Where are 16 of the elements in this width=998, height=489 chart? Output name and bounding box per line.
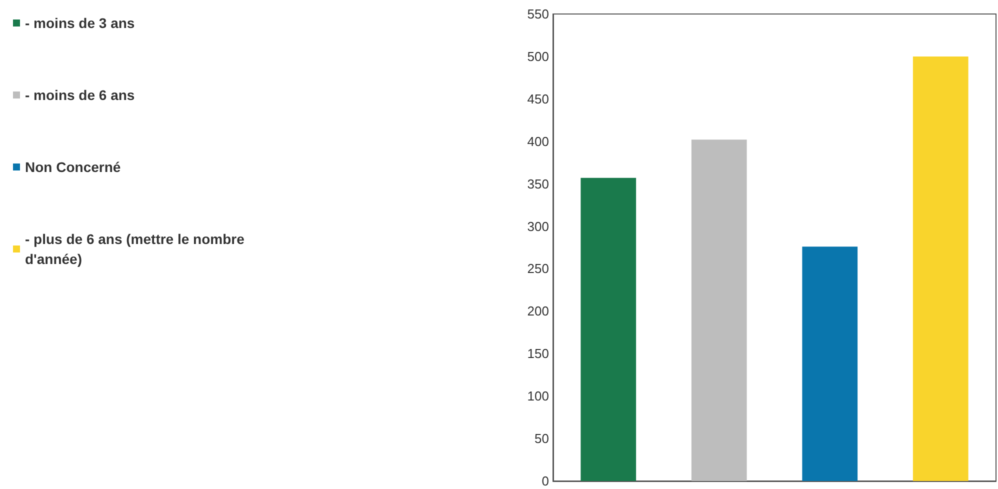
y-tick-label: 50 [534,431,549,446]
legend-label: - moins de 6 ans [25,87,135,103]
y-tick-label: 0 [542,474,549,488]
y-tick-label: 100 [527,388,549,404]
y-tick-label: 250 [527,261,549,276]
y-tick-label: 450 [527,91,549,106]
legend-label: - plus de 6 ans (mettre le nombre d'année) [25,231,248,267]
y-tick-label: 200 [527,304,549,319]
y-tick-label: 400 [527,134,549,149]
legend-label: - moins de 3 ans [25,15,135,31]
y-tick-label: 300 [527,218,549,234]
y-tick-label: 500 [527,48,549,64]
y-tick-label: 550 [527,6,549,22]
y-tick-label: 150 [527,346,549,362]
y-tick-label: 350 [527,176,549,192]
legend-label: Non Concerné [25,159,121,175]
